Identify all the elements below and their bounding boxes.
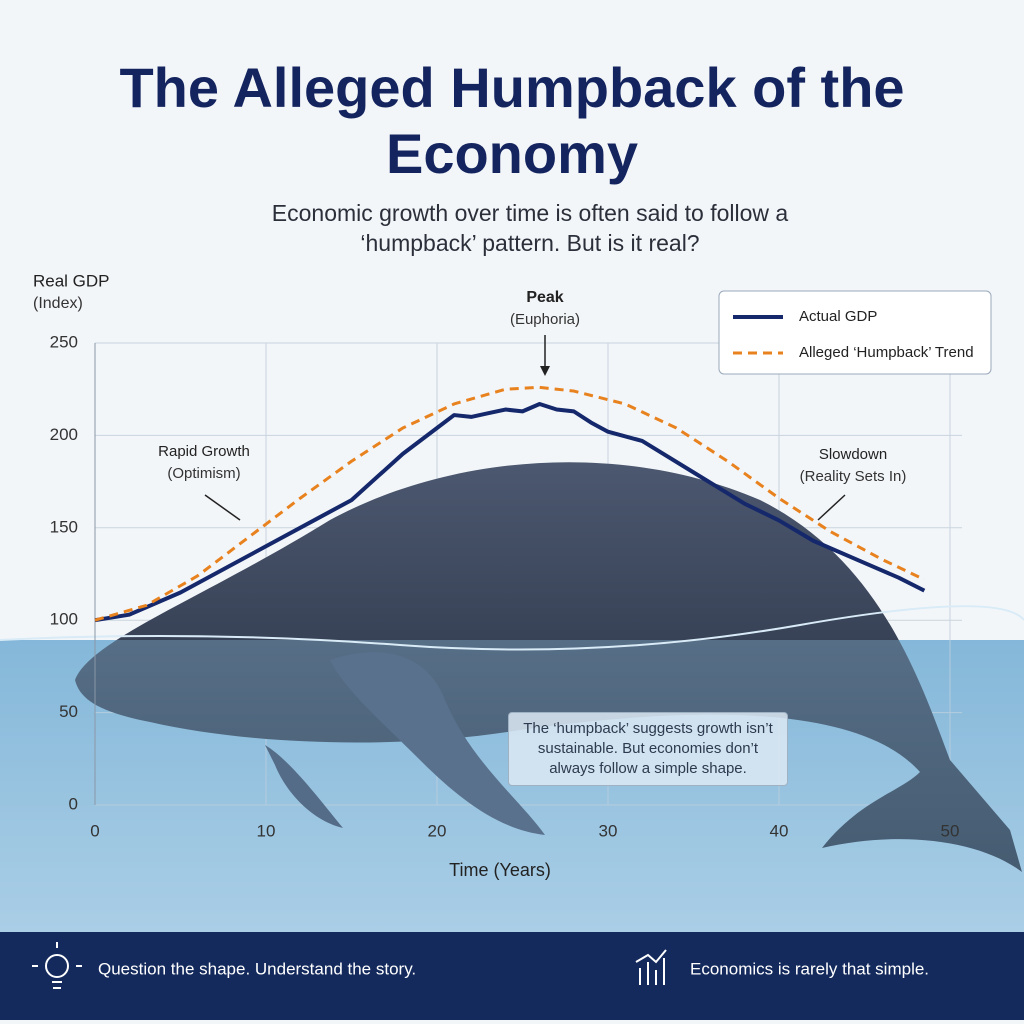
x-tick-label: 10 [257, 821, 276, 840]
whale-flipper [330, 652, 545, 835]
annotation-sublabel: (Reality Sets In) [800, 468, 907, 485]
x-tick-label: 0 [90, 821, 99, 840]
chart-icon [635, 949, 667, 985]
legend-label: Actual GDP [799, 308, 877, 325]
annotation-sublabel: (Euphoria) [510, 311, 580, 328]
annotation-label: Peak [526, 289, 563, 306]
footer-left: Question the shape. Understand the story… [98, 959, 416, 978]
series-line [94, 401, 926, 623]
x-tick-label: 40 [770, 821, 789, 840]
whale-fin [265, 745, 343, 828]
subtitle: Economic growth over time is often said … [271, 200, 789, 256]
arrow [204, 494, 241, 521]
series-line [94, 385, 925, 622]
note: The ‘humpback’ suggests growth isn’t sus… [508, 712, 788, 786]
legend-box [718, 290, 992, 375]
bulb-icon [32, 942, 82, 989]
arrow-head [540, 366, 550, 376]
water-surface [0, 605, 1024, 651]
y-axis-unit: (Index) [33, 295, 83, 312]
y-tick-label: 100 [50, 610, 78, 629]
y-tick-label: 0 [69, 794, 78, 813]
y-tick-label: 200 [50, 425, 78, 444]
footer-band [0, 932, 1024, 1020]
legend-label: Alleged ‘Humpback’ Trend [799, 344, 974, 361]
water-overlay [0, 640, 1024, 932]
y-tick-label: 250 [50, 332, 78, 351]
y-tick-label: 50 [59, 702, 78, 721]
footer-right: Economics is rarely that simple. [690, 959, 929, 978]
x-axis-label: Time (Years) [449, 860, 551, 880]
x-tick-label: 30 [599, 821, 618, 840]
annotation-label: Rapid Growth [158, 443, 250, 460]
whale-body [75, 462, 1022, 872]
title: The Alleged Humpback of the Economy [119, 56, 905, 185]
annotation-sublabel: (Optimism) [167, 465, 240, 482]
x-tick-label: 50 [941, 821, 960, 840]
y-tick-label: 150 [50, 517, 78, 536]
annotation-label: Slowdown [819, 446, 887, 463]
y-axis-label: Real GDP [33, 271, 110, 290]
x-tick-label: 20 [428, 821, 447, 840]
whale [75, 462, 1022, 872]
arrow [817, 494, 846, 521]
